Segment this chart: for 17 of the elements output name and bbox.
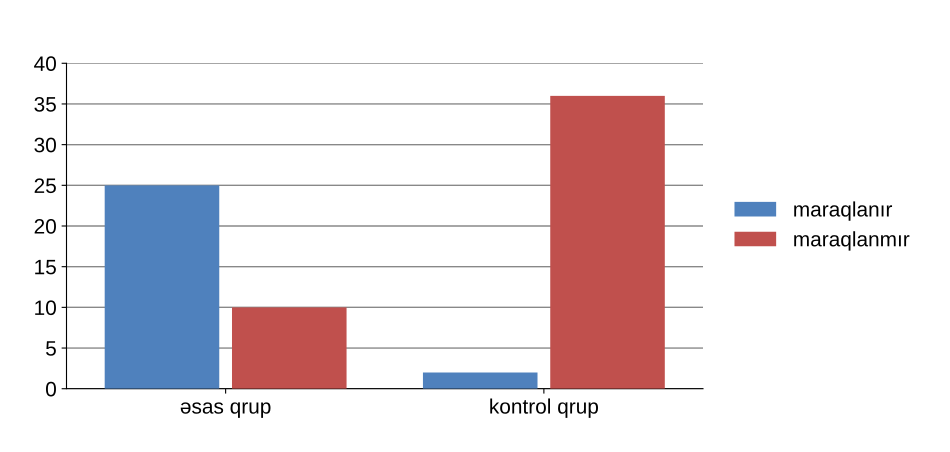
x-tick-label: əsas qrup [180, 402, 270, 418]
y-tick-label: 20 [34, 219, 56, 234]
bar [104, 185, 220, 389]
legend-label: maraqlanır [794, 201, 892, 221]
y-tick-label: 30 [34, 138, 56, 152]
legend-label: maraqlanmır [794, 231, 910, 251]
bar [550, 96, 665, 389]
y-tick-label: 15 [35, 260, 56, 274]
y-tick-label: 35 [34, 96, 56, 112]
y-tick-label: 0 [46, 382, 56, 396]
y-tick-label: 5 [46, 341, 56, 356]
x-tick-label: kontrol qrup [490, 398, 598, 418]
y-tick-label: 40 [34, 56, 56, 72]
y-tick-label: 10 [35, 300, 56, 316]
bar [422, 372, 538, 389]
y-tick-label: 25 [34, 178, 56, 194]
bar [232, 307, 347, 389]
